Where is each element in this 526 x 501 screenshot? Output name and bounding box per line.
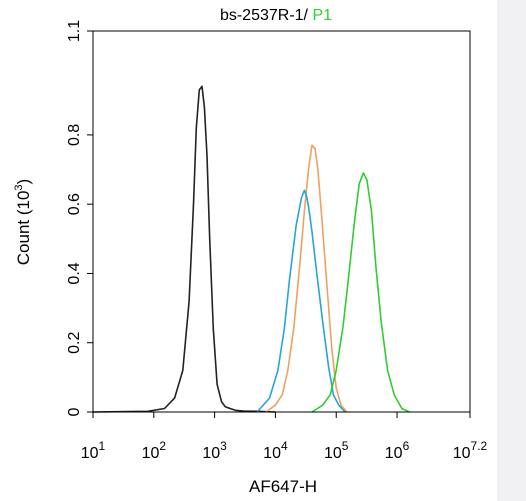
chart-title-sample: bs-2537R-1/ — [220, 7, 313, 24]
y-axis-title: Count (103) — [13, 179, 33, 265]
chart-title-gate: P1 — [312, 7, 332, 24]
x-tick-label: 107.2 — [453, 439, 488, 462]
x-tick-label: 102 — [142, 439, 167, 462]
x-tick-label: 103 — [202, 439, 227, 462]
chart-title: bs-2537R-1/ P1 — [220, 7, 332, 24]
plot-frame — [92, 30, 471, 413]
x-axis-ticks: 101 102 103 104 105 106 107.2 — [81, 412, 488, 462]
y-tick-label: 0 — [66, 407, 83, 416]
y-tick-label: 0.6 — [66, 193, 83, 215]
y-tick-label: 0.4 — [66, 262, 83, 284]
histogram-series-1 — [92, 85, 276, 413]
series-layer — [92, 85, 410, 413]
x-tick-label: 106 — [385, 439, 410, 462]
x-tick-label: 104 — [263, 439, 288, 462]
y-tick-label: 0.2 — [66, 332, 83, 354]
y-tick-label: 0.8 — [66, 124, 83, 146]
y-axis-title-base: Count (10 — [14, 191, 33, 266]
y-tick-label: 1.1 — [66, 20, 83, 42]
y-axis-title-exponent: 3 — [13, 184, 25, 190]
histogram-series-2 — [265, 144, 348, 413]
y-axis-title-tail: ) — [14, 179, 33, 185]
y-axis-ticks: 0 0.2 0.4 0.6 0.8 1.1 — [66, 20, 93, 416]
x-tick-label: 105 — [324, 439, 349, 462]
histogram-series-4 — [311, 172, 410, 413]
x-axis-title: AF647-H — [249, 477, 317, 496]
histogram-series-3 — [256, 189, 346, 413]
x-tick-label: 101 — [81, 439, 106, 462]
side-panel-strip — [497, 0, 526, 501]
y-axis-title-group: Count (103) — [13, 179, 33, 265]
